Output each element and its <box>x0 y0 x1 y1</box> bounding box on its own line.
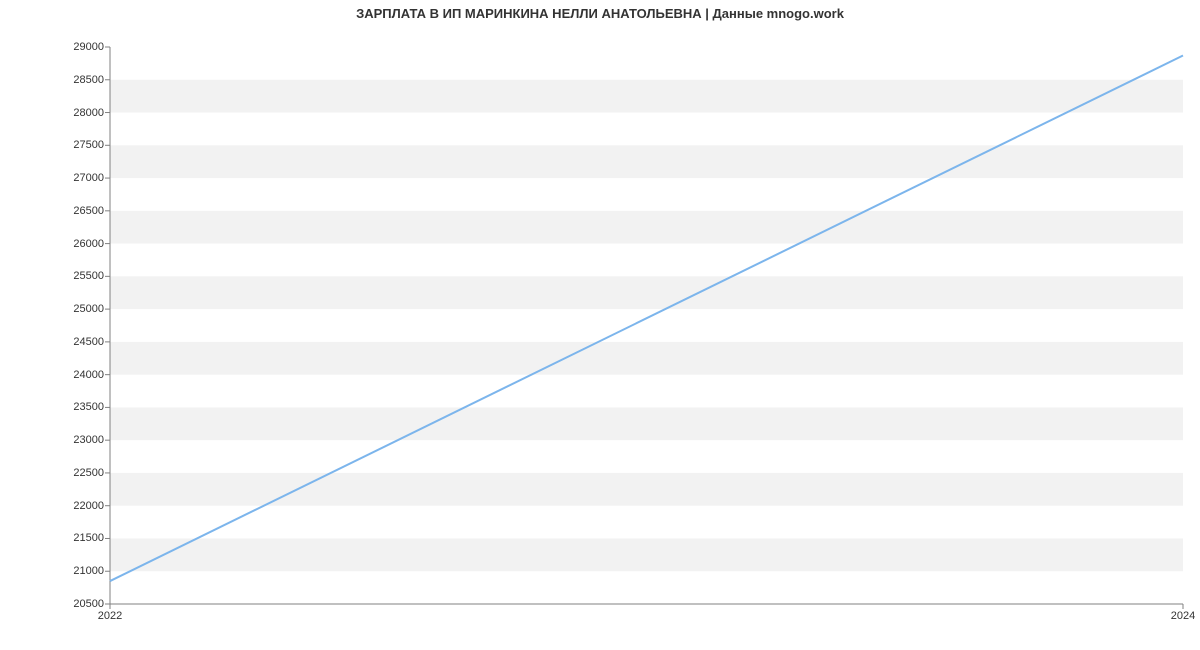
y-tick-label: 20500 <box>73 598 104 610</box>
y-tick-label: 23000 <box>73 434 104 446</box>
y-tick-label: 24000 <box>73 369 104 381</box>
plot-svg <box>110 47 1183 604</box>
chart-title: ЗАРПЛАТА В ИП МАРИНКИНА НЕЛЛИ АНАТОЛЬЕВН… <box>0 6 1200 21</box>
x-tick-label: 2024 <box>1171 610 1195 622</box>
chart-container: ЗАРПЛАТА В ИП МАРИНКИНА НЕЛЛИ АНАТОЛЬЕВН… <box>0 0 1200 650</box>
y-tick-label: 28000 <box>73 107 104 119</box>
y-tick-label: 24500 <box>73 336 104 348</box>
plot-area: 2050021000215002200022500230002350024000… <box>110 47 1183 604</box>
y-tick-label: 27500 <box>73 139 104 151</box>
y-tick-label: 26000 <box>73 238 104 250</box>
y-tick-label: 22500 <box>73 467 104 479</box>
y-tick-label: 25500 <box>73 270 104 282</box>
y-tick-label: 26500 <box>73 205 104 217</box>
y-tick-label: 21500 <box>73 532 104 544</box>
y-tick-label: 25000 <box>73 303 104 315</box>
x-tick-label: 2022 <box>98 610 122 622</box>
y-tick-label: 28500 <box>73 74 104 86</box>
y-tick-label: 22000 <box>73 500 104 512</box>
y-tick-label: 21000 <box>73 565 104 577</box>
y-tick-label: 29000 <box>73 41 104 53</box>
y-tick-label: 27000 <box>73 172 104 184</box>
y-tick-label: 23500 <box>73 401 104 413</box>
